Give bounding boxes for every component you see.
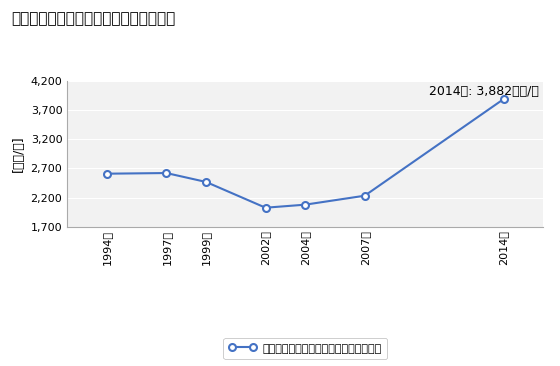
- Legend: 商業の従業者一人当たり年間商品販売額: 商業の従業者一人当たり年間商品販売額: [223, 338, 387, 359]
- 商業の従業者一人当たり年間商品販売額: [361, 194, 368, 198]
- Y-axis label: [万円/人]: [万円/人]: [12, 135, 25, 172]
- 商業の従業者一人当たり年間商品販売額: [262, 206, 269, 210]
- Text: 2014年: 3,882万円/人: 2014年: 3,882万円/人: [428, 85, 538, 98]
- 商業の従業者一人当たり年間商品販売額: [163, 171, 170, 175]
- 商業の従業者一人当たり年間商品販売額: [203, 180, 209, 184]
- 商業の従業者一人当たり年間商品販売額: [500, 97, 507, 101]
- Line: 商業の従業者一人当たり年間商品販売額: 商業の従業者一人当たり年間商品販売額: [104, 96, 507, 211]
- Text: 商業の従業者一人当たり年間商品販売額: 商業の従業者一人当たり年間商品販売額: [11, 11, 175, 26]
- 商業の従業者一人当たり年間商品販売額: [104, 172, 110, 176]
- 商業の従業者一人当たり年間商品販売額: [302, 202, 309, 207]
